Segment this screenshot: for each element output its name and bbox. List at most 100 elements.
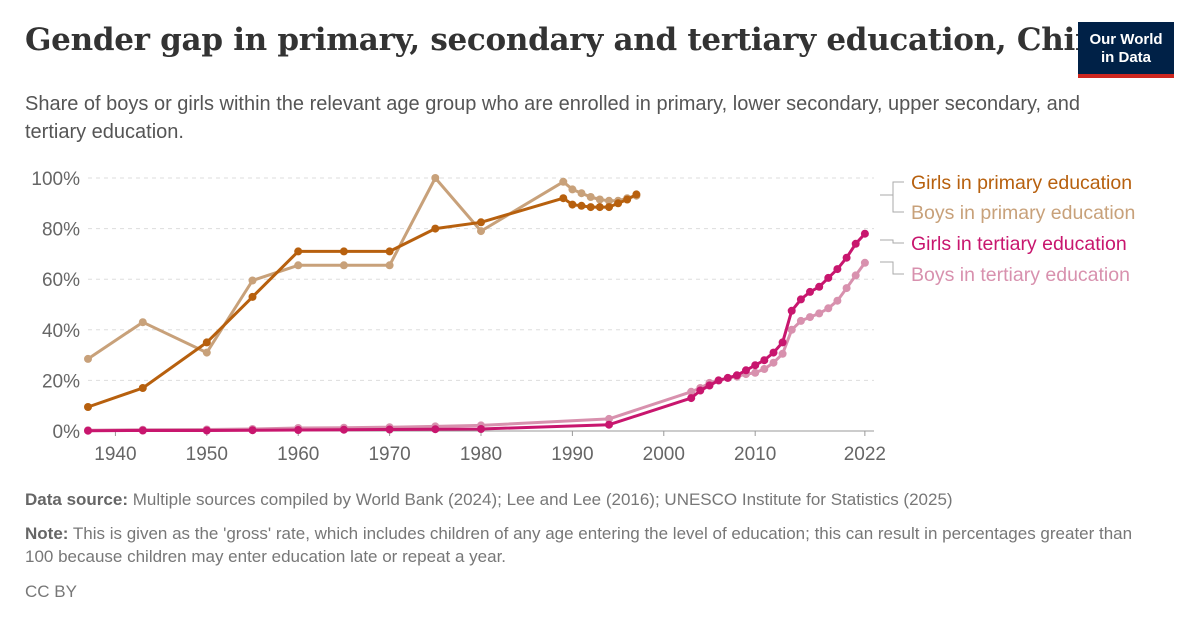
data-point (202, 426, 211, 435)
series-lines (84, 174, 869, 435)
data-point (751, 361, 760, 370)
data-point (138, 318, 147, 327)
data-point (605, 203, 613, 212)
data-point (339, 247, 348, 256)
series-line (86, 176, 638, 361)
y-tick-label: 0% (53, 422, 81, 443)
y-tick-label: 40% (42, 321, 80, 342)
data-point (723, 373, 732, 382)
data-point (632, 190, 641, 199)
data-point (687, 387, 696, 396)
data-point (248, 276, 257, 285)
data-point (851, 271, 860, 280)
data-point (623, 195, 632, 204)
x-tick-label: 1960 (277, 444, 319, 465)
series-line (86, 261, 867, 432)
data-point (477, 227, 485, 236)
y-tick-label: 20% (42, 371, 80, 392)
legend-entry: Boys in primary education (911, 202, 1135, 224)
owid-logo[interactable]: Our World in Data (1078, 22, 1174, 78)
data-point (595, 203, 604, 212)
data-point (815, 282, 824, 291)
data-point (806, 313, 814, 322)
logo-line-2: in Data (1100, 49, 1151, 66)
chart-subtitle: Share of boys or girls within the releva… (25, 93, 1081, 143)
chart-title: Gender gap in primary, secondary and ter… (25, 22, 1117, 58)
axes: 0% 20% 40% 60% 80% 100% 1940 1950 1960 1970 1980 19… (31, 169, 886, 465)
data-point (84, 354, 92, 363)
data-point (385, 425, 394, 434)
data-point (248, 426, 257, 435)
data-point (248, 292, 257, 301)
data-point (586, 203, 595, 212)
data-point (742, 366, 750, 375)
data-point (824, 273, 833, 282)
data-point (860, 258, 869, 267)
data-point (339, 425, 348, 434)
data-source-label: Data source: (25, 490, 128, 509)
series-line (86, 232, 867, 433)
data-source-text: Multiple sources compiled by World Bank … (132, 490, 953, 509)
data-point (732, 371, 741, 380)
data-point (833, 265, 842, 274)
data-point (477, 425, 485, 433)
gridlines (88, 177, 874, 432)
data-point (568, 185, 577, 194)
data-point (595, 195, 604, 204)
chart-note: Note: This is given as the 'gross' rate,… (25, 522, 1165, 568)
data-point (605, 420, 613, 429)
data-point (431, 425, 440, 434)
series-boys-in-primary-education (84, 174, 641, 363)
data-point (202, 338, 211, 347)
data-point (431, 174, 440, 182)
data-point (778, 349, 787, 358)
x-tick-label: 1950 (186, 444, 228, 465)
legend-connector (880, 239, 904, 275)
data-point (769, 358, 778, 367)
data-point (568, 200, 577, 209)
data-point (385, 261, 394, 270)
logo-line-1: Our World (1089, 31, 1163, 48)
x-tick-label: 2022 (844, 444, 886, 465)
x-tick-label: 2010 (734, 444, 776, 465)
data-point (385, 247, 394, 256)
license: CC BY (25, 582, 77, 601)
data-point (824, 304, 833, 313)
data-point (614, 199, 623, 208)
data-point (787, 325, 796, 334)
legend-connector (880, 181, 904, 213)
x-tick-label: 2000 (643, 444, 685, 465)
series-girls-in-primary-education (84, 190, 641, 411)
data-point (294, 261, 303, 270)
data-point (559, 177, 568, 186)
data-point (294, 426, 303, 434)
y-tick-label: 80% (42, 220, 80, 241)
legend-entry: Girls in tertiary education (911, 233, 1127, 255)
data-point (138, 426, 147, 435)
x-tick-label: 1940 (94, 444, 136, 465)
data-point (477, 218, 485, 227)
data-point (586, 193, 595, 201)
data-point (138, 384, 147, 392)
data-point (778, 338, 787, 347)
legend-entry: Girls in primary education (911, 172, 1132, 194)
data-point (431, 224, 440, 233)
data-point (339, 261, 348, 270)
data-point (787, 306, 796, 315)
data-point (769, 348, 778, 357)
y-tick-label: 60% (42, 270, 80, 291)
legend: Girls in primary education Boys in primar… (880, 172, 1135, 286)
note-text: This is given as the 'gross' rate, which… (25, 524, 1133, 566)
data-source: Data source: Multiple sources compiled b… (25, 488, 1165, 511)
x-tick-label: 1990 (551, 444, 593, 465)
data-point (687, 394, 696, 403)
data-point (559, 194, 568, 203)
data-point (696, 386, 705, 395)
data-point (842, 253, 851, 262)
data-point (605, 196, 613, 205)
data-point (760, 365, 769, 373)
data-point (714, 376, 723, 385)
series-line (86, 192, 638, 409)
data-point (833, 296, 842, 305)
